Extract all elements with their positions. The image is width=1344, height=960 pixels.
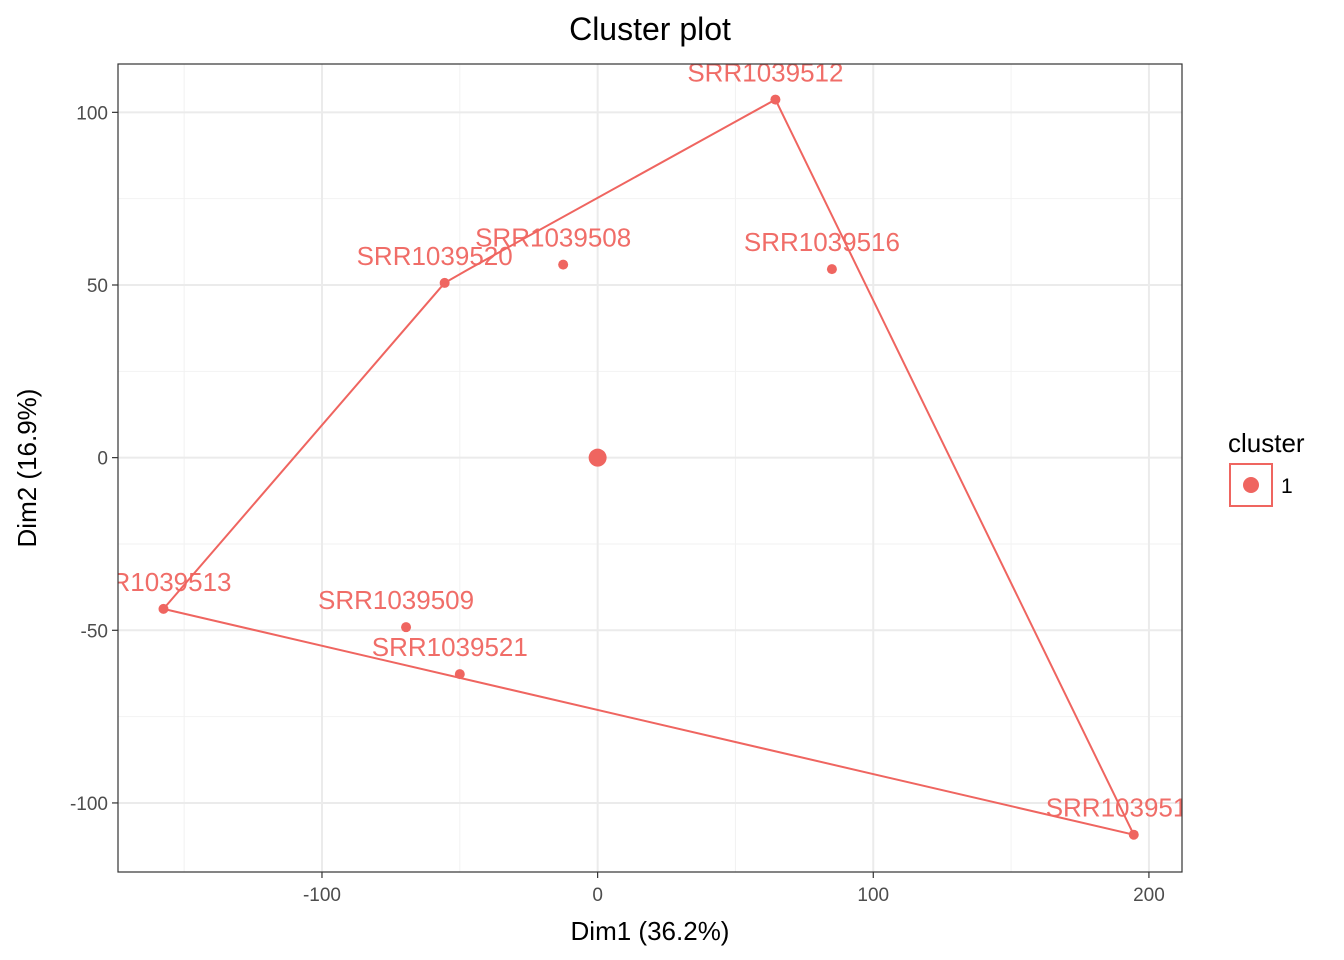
y-axis-title: Dim2 (16.9%) — [12, 389, 42, 548]
hull-layer — [161, 98, 1136, 837]
point-label: SRR1039508 — [475, 223, 631, 253]
y-tick-label: 50 — [87, 276, 108, 297]
point-label: SRR1039509 — [318, 585, 474, 615]
y-tick-label: -50 — [81, 621, 108, 642]
point-label: SRR1039517 — [1046, 793, 1202, 823]
point-label: SRR1039521 — [372, 632, 528, 662]
legend-key-point — [1243, 477, 1259, 493]
point-label: SRR1039513 — [75, 567, 231, 597]
x-tick-label: -100 — [303, 885, 341, 906]
grid-minor — [118, 64, 1182, 872]
x-tick-label: 100 — [857, 885, 889, 906]
legend-entry-1: 1 — [1281, 475, 1293, 498]
x-tick-label: 0 — [592, 885, 603, 906]
data-point — [558, 259, 569, 270]
y-tick-label: 0 — [97, 449, 108, 470]
point-label: SRR1039520 — [357, 241, 513, 271]
x-axis: -100 0 100 200 — [303, 872, 1165, 906]
legend-key — [1229, 463, 1273, 507]
point-label: SRR1039512 — [687, 58, 843, 88]
data-point — [439, 277, 450, 288]
y-tick-label: 100 — [76, 103, 108, 124]
grid-major — [118, 64, 1182, 872]
x-tick-label: 200 — [1133, 885, 1165, 906]
y-tick-label: -100 — [70, 794, 108, 815]
data-point — [158, 603, 169, 614]
data-point — [826, 264, 837, 275]
points-layer — [158, 94, 1139, 840]
plot-panel-border — [117, 63, 1183, 873]
cluster-hull — [161, 98, 1136, 837]
data-point — [1128, 829, 1139, 840]
x-axis-title: Dim1 (36.2%) — [571, 916, 730, 946]
data-point — [401, 622, 412, 633]
chart-title: Cluster plot — [569, 11, 731, 47]
point-label: SRR1039516 — [744, 227, 900, 257]
legend-title: cluster — [1228, 428, 1305, 458]
data-point — [770, 94, 781, 105]
data-point — [454, 669, 465, 680]
cluster-center-point — [588, 448, 607, 467]
plot-panel-background — [118, 64, 1182, 872]
y-axis: -100 -50 0 50 100 — [70, 103, 118, 815]
legend: cluster 1 — [1228, 428, 1305, 507]
